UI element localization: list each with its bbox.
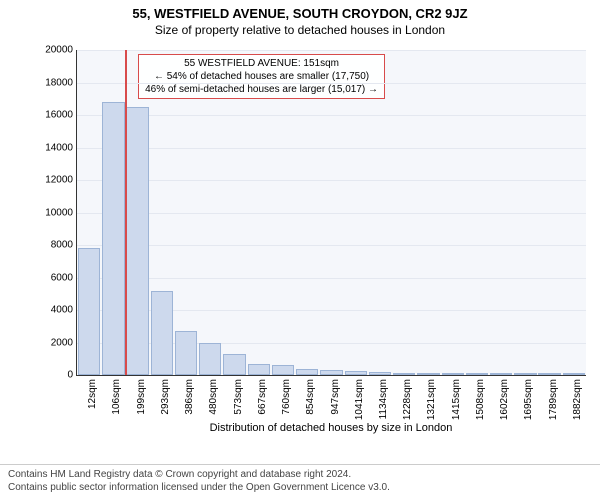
gridline	[77, 50, 586, 51]
y-tick-label: 16000	[45, 110, 73, 121]
y-tick-label: 10000	[45, 207, 73, 218]
histogram-bar	[151, 291, 173, 376]
x-tick-label: 106sqm	[111, 375, 122, 415]
gridline	[77, 180, 586, 181]
gridline	[77, 278, 586, 279]
y-tick-label: 12000	[45, 175, 73, 186]
x-tick-label: 12sqm	[87, 375, 98, 409]
callout-line-1: 55 WESTFIELD AVENUE: 151sqm	[145, 57, 378, 70]
x-tick-label: 667sqm	[257, 375, 268, 415]
x-tick-label: 386sqm	[184, 375, 195, 415]
plot-area: 55 WESTFIELD AVENUE: 151sqm ← 54% of det…	[76, 50, 586, 376]
footer-line-2: Contains public sector information licen…	[8, 482, 592, 495]
gridline	[77, 213, 586, 214]
gridline	[77, 148, 586, 149]
marker-callout: 55 WESTFIELD AVENUE: 151sqm ← 54% of det…	[138, 54, 385, 99]
x-tick-label: 1228sqm	[402, 375, 413, 420]
histogram-bar	[223, 354, 245, 375]
histogram-bar	[272, 365, 294, 375]
x-tick-label: 1602sqm	[499, 375, 510, 420]
histogram-bar	[199, 343, 221, 376]
callout-line-2: ← 54% of detached houses are smaller (17…	[145, 70, 378, 83]
y-tick-label: 20000	[45, 45, 73, 56]
x-tick-label: 947sqm	[330, 375, 341, 415]
histogram-bar	[102, 102, 124, 375]
marker-line	[125, 50, 127, 375]
x-tick-label: 573sqm	[233, 375, 244, 415]
x-axis-label: Distribution of detached houses by size …	[76, 422, 586, 434]
footer-line-1: Contains HM Land Registry data © Crown c…	[8, 469, 592, 482]
x-tick-label: 1789sqm	[548, 375, 559, 420]
x-tick-label: 1882sqm	[572, 375, 583, 420]
callout-line-3: 46% of semi-detached houses are larger (…	[145, 83, 378, 96]
attribution-footer: Contains HM Land Registry data © Crown c…	[0, 464, 600, 500]
y-tick-label: 18000	[45, 77, 73, 88]
x-tick-label: 480sqm	[208, 375, 219, 415]
histogram-bar	[248, 364, 270, 375]
page-subtitle: Size of property relative to detached ho…	[0, 21, 600, 41]
histogram-bar	[175, 331, 197, 375]
y-tick-label: 4000	[51, 305, 73, 316]
page-title: 55, WESTFIELD AVENUE, SOUTH CROYDON, CR2…	[0, 0, 600, 21]
y-tick-label: 14000	[45, 142, 73, 153]
y-tick-label: 6000	[51, 272, 73, 283]
y-tick-label: 0	[67, 370, 73, 381]
x-tick-label: 1415sqm	[451, 375, 462, 420]
x-tick-label: 1321sqm	[426, 375, 437, 420]
gridline	[77, 245, 586, 246]
x-tick-label: 854sqm	[305, 375, 316, 415]
histogram-bar	[78, 248, 100, 375]
x-tick-label: 1134sqm	[378, 375, 389, 419]
x-tick-label: 1695sqm	[523, 375, 534, 420]
y-tick-label: 2000	[51, 337, 73, 348]
gridline	[77, 83, 586, 84]
x-tick-label: 1041sqm	[354, 375, 365, 420]
chart-container: Number of detached properties 55 WESTFIE…	[0, 44, 600, 440]
x-tick-label: 760sqm	[281, 375, 292, 415]
x-tick-label: 293sqm	[160, 375, 171, 415]
y-tick-label: 8000	[51, 240, 73, 251]
x-tick-label: 1508sqm	[475, 375, 486, 420]
gridline	[77, 115, 586, 116]
x-tick-label: 199sqm	[136, 375, 147, 415]
histogram-bar	[126, 107, 148, 375]
